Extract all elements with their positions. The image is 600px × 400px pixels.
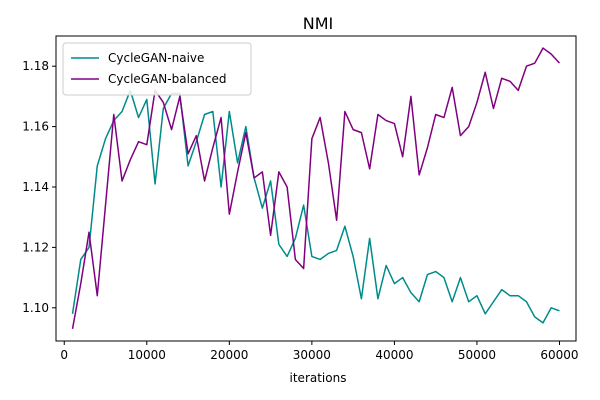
x-tick-label: 0 <box>60 348 68 362</box>
x-tick-label: 40000 <box>375 348 413 362</box>
x-tick-label: 30000 <box>293 348 331 362</box>
series-line-0 <box>71 89 560 324</box>
legend: CycleGAN-naive CycleGAN-balanced <box>62 42 252 96</box>
x-axis-label: iterations <box>290 371 347 385</box>
x-tick-label: 10000 <box>128 348 166 362</box>
y-tick-label: 1.12 <box>22 240 49 254</box>
legend-label-0: CycleGAN-naive <box>108 51 204 65</box>
plot-frame <box>55 35 577 342</box>
legend-label-1: CycleGAN-balanced <box>108 72 226 86</box>
x-tick-label: 20000 <box>210 348 248 362</box>
y-tick-label: 1.10 <box>22 301 49 315</box>
series-line-1 <box>71 47 561 330</box>
y-tick-label: 1.18 <box>22 59 49 73</box>
chart-title: NMI <box>303 14 334 33</box>
y-tick-label: 1.14 <box>22 180 49 194</box>
legend-box <box>62 42 252 96</box>
y-tick-label: 1.16 <box>22 120 49 134</box>
x-tick-label: 50000 <box>458 348 496 362</box>
x-tick-label: 60000 <box>540 348 578 362</box>
